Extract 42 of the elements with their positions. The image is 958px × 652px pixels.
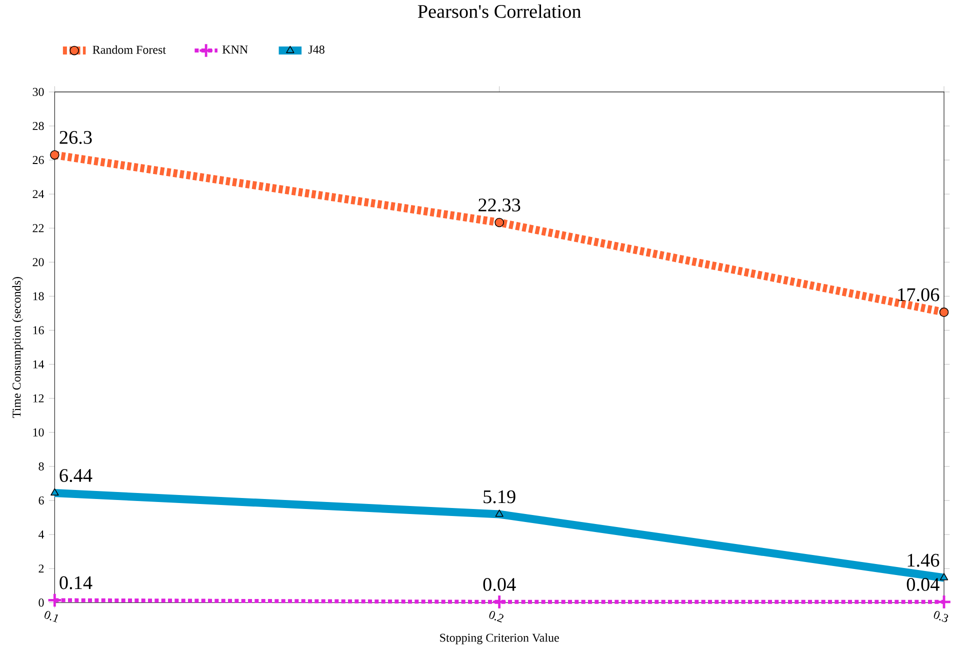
point	[495, 510, 504, 517]
y-tick-label: 18	[33, 292, 44, 300]
data-label: 17.06	[898, 288, 940, 302]
y-tick-label: 8	[38, 462, 44, 471]
data-label: 0.04	[483, 578, 516, 592]
y-tick-label: 6	[38, 496, 44, 505]
y-tick-label: 28	[32, 122, 44, 130]
y-tick-label: 12	[33, 394, 44, 402]
x-axis-title: Stopping Criterion Value	[440, 633, 559, 644]
y-tick-label: 26	[32, 156, 44, 164]
point	[50, 150, 60, 160]
point	[492, 594, 507, 610]
data-label: 1.46	[908, 554, 940, 567]
point	[939, 308, 949, 317]
point	[50, 488, 59, 496]
legend-label: KNN	[222, 46, 248, 54]
y-tick-label: 16	[33, 326, 44, 334]
point	[47, 592, 62, 608]
y-tick-label: 0	[38, 598, 44, 607]
y-axis-title: Time Consumption (seconds)	[12, 277, 24, 418]
x-tick-label: 0.1	[44, 611, 58, 623]
data-label: 0.04	[906, 578, 940, 592]
y-tick-label: 30	[32, 88, 44, 96]
legend-label: J48	[308, 46, 324, 54]
y-tick-label: 14	[33, 360, 44, 368]
point	[494, 218, 504, 228]
chart-title: Pearson's Correlation	[418, 4, 582, 18]
y-tick-label: 10	[33, 428, 44, 436]
x-tick-label: 0.2	[489, 611, 504, 623]
data-label: 22.33	[478, 198, 520, 212]
data-label: 5.19	[484, 490, 516, 504]
data-label: 6.44	[60, 469, 92, 482]
legend-label: Random Forest	[92, 45, 166, 54]
y-tick-label: 22	[32, 224, 44, 232]
y-tick-label: 2	[38, 564, 44, 573]
y-tick-label: 4	[38, 530, 44, 538]
x-tick-label: 0.3	[934, 611, 948, 622]
point	[940, 573, 948, 580]
data-label: 26.3	[60, 131, 92, 144]
y-tick-label: 20	[32, 258, 44, 266]
data-label: 0.14	[60, 576, 92, 590]
y-tick-label: 24	[32, 190, 44, 198]
